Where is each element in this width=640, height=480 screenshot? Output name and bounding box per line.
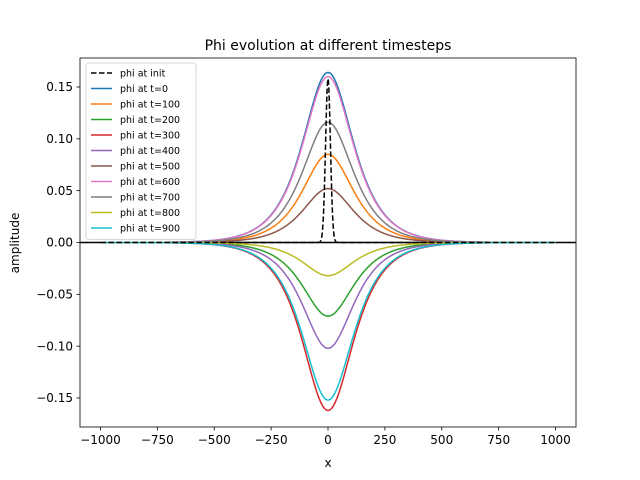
y-tick-label: 0.05 [46,184,73,198]
plot-area [80,71,576,412]
x-tick-label: 0 [324,433,332,447]
legend-label: phi at t=100 [120,99,180,110]
legend-label: phi at t=600 [120,177,180,188]
x-tick-label: −1000 [80,433,121,447]
x-tick-label: −500 [198,433,231,447]
series-line-10 [100,241,556,401]
x-tick-label: 500 [430,433,453,447]
legend-label: phi at t=200 [120,115,180,126]
legend-label: phi at t=900 [120,223,180,234]
x-tick-label: 750 [487,433,510,447]
legend-frame [85,62,197,240]
chart-title: Phi evolution at different timesteps [205,38,452,54]
x-tick-label: −250 [255,433,288,447]
axis-ticks: −1000 −750 −500 −250 0 250 500 750 1000 −0.15 −0.1… [36,80,571,447]
legend-label: phi at t=500 [120,161,180,172]
series-line-9 [100,241,556,277]
y-tick-label: −0.05 [36,288,73,302]
y-tick-label: −0.15 [36,391,73,405]
y-tick-label: 0.15 [46,80,73,94]
y-axis-label: amplitude [8,213,22,274]
series-line-0 [100,78,556,244]
x-tick-label: 1000 [540,433,571,447]
legend-label: phi at t=0 [120,84,168,95]
series-line-5 [100,241,556,349]
series-line-4 [100,241,556,412]
legend-label: phi at t=300 [120,130,180,141]
legend-label: phi at t=800 [120,208,180,219]
x-tick-label: −750 [141,433,174,447]
legend-label: phi at t=700 [120,192,180,203]
y-tick-label: 0.10 [46,132,73,146]
y-tick-label: −0.10 [36,339,73,353]
legend-label: phi at t=400 [120,146,180,157]
series-line-3 [100,241,556,317]
x-tick-label: 250 [373,433,396,447]
y-tick-label: 0.00 [46,236,73,250]
legend-label: phi at init [120,68,166,79]
legend: phi at init phi at t=0 phi at t=100 phi at … [85,62,197,240]
x-axis-label: x [324,456,331,470]
